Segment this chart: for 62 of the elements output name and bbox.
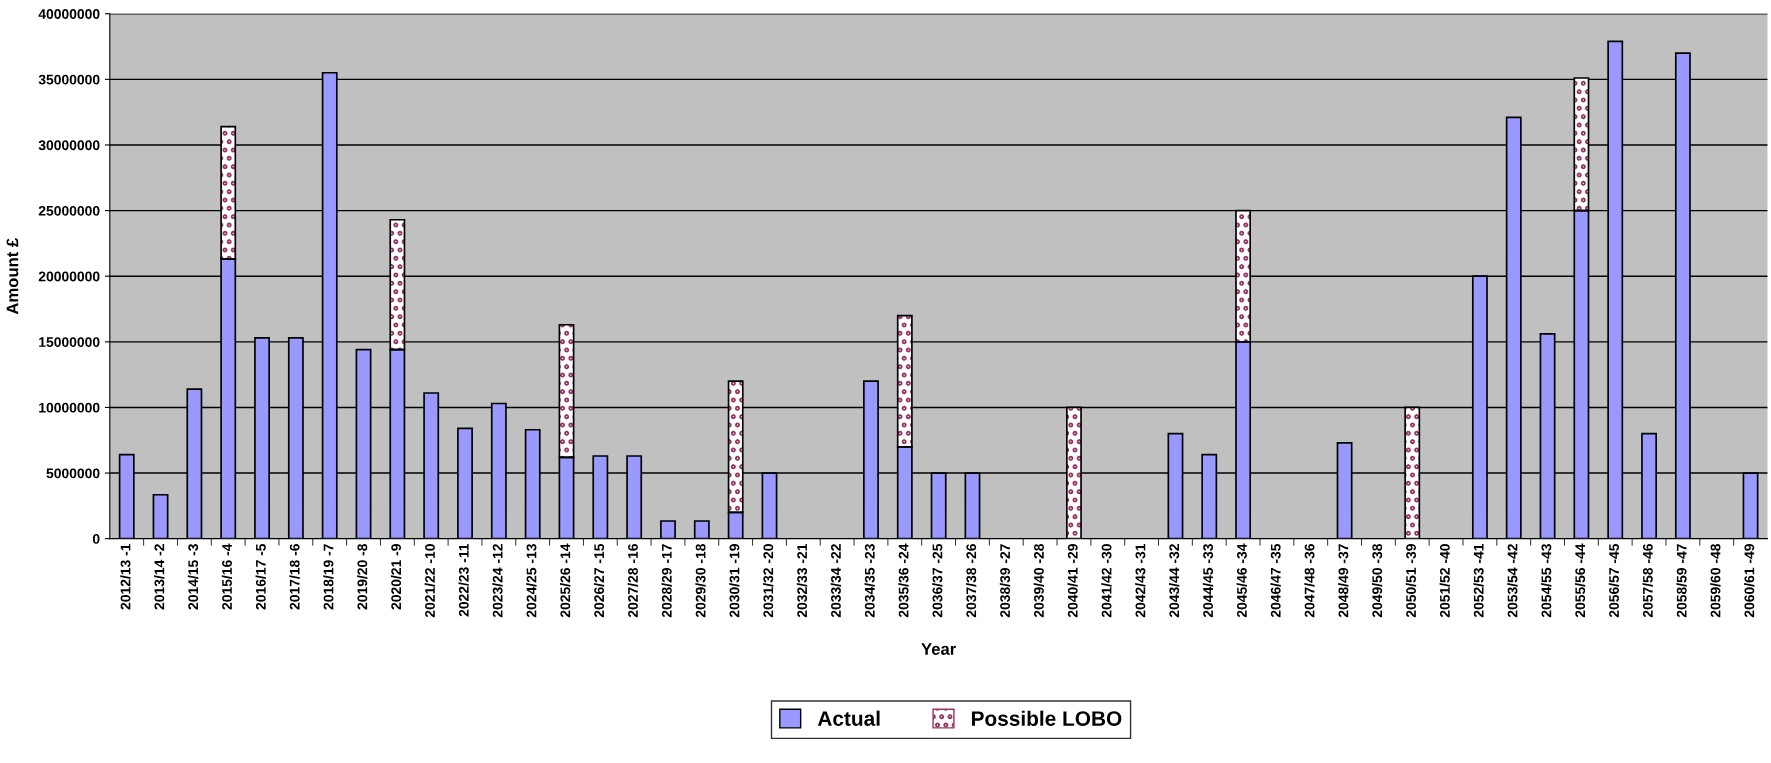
x-tick-label: 2055/56 -44 <box>1574 543 1586 618</box>
y-tick-label: 0 <box>92 534 100 544</box>
x-tick-label: 2040/41 -29 <box>1067 544 1078 618</box>
x-axis-title: Year <box>921 643 956 655</box>
x-tick-label: 2015/16 -4 <box>221 543 233 610</box>
x-tick-label: 2018/19 -7 <box>323 544 334 610</box>
x-tick-label: 2047/48 -36 <box>1304 544 1315 618</box>
x-tick-label: 2021/22 -10 <box>424 544 436 618</box>
x-tick-label: 2048/49 -37 <box>1338 544 1349 618</box>
y-tick-label: 5000000 <box>46 468 100 479</box>
x-tick-label: 2034/35 -23 <box>864 544 875 618</box>
x-tick-label: 2042/43 -31 <box>1135 543 1146 618</box>
x-tick-label: 2020/21 -9 <box>390 544 402 610</box>
x-tick-label: 2058/59 -47 <box>1676 544 1687 618</box>
x-tick-label: 2031/32 -20 <box>763 544 774 618</box>
x-tick-label: 2044/45 -33 <box>1202 544 1214 618</box>
x-tick-label: 2059/60 -48 <box>1710 543 1721 618</box>
x-tick-label: 2046/47 -35 <box>1270 543 1281 618</box>
x-tick-label: 2049/50 -38 <box>1371 543 1383 618</box>
x-tick-label: 2060/61 -49 <box>1744 544 1755 618</box>
x-tick-label: 2043/44 -32 <box>1168 544 1180 618</box>
x-tick-label: 2050/51 -39 <box>1405 544 1417 618</box>
x-tick-label: 2029/30 -18 <box>695 543 706 618</box>
x-tick-label: 2028/29 -17 <box>661 544 672 618</box>
y-tick-label: 10000000 <box>39 402 100 413</box>
x-tick-label: 2051/52 -40 <box>1439 544 1450 618</box>
x-tick-label: 2057/58 -46 <box>1642 544 1653 618</box>
x-tick-label: 2016/17 -5 <box>255 543 266 610</box>
legend-label: Possible LOBO <box>971 710 1122 726</box>
x-tick-label: 2041/42 -30 <box>1101 544 1112 618</box>
x-tick-label: 2026/27 -15 <box>593 543 605 618</box>
x-tick-label: 2024/25 -13 <box>526 544 537 618</box>
x-tick-label: 2036/37 -25 <box>932 543 943 618</box>
x-tick-label: 2035/36 -24 <box>898 543 909 618</box>
x-tick-label: 2032/33 -21 <box>796 543 808 618</box>
y-tick-label: 25000000 <box>38 205 100 216</box>
x-tick-label: 2045/46 -34 <box>1236 543 1247 618</box>
x-tick-label: 2033/34 -22 <box>830 544 842 618</box>
x-tick-label: 2027/28 -16 <box>627 544 639 618</box>
y-tick-label: 30000000 <box>38 140 100 151</box>
x-tick-label: 2038/39 -27 <box>999 544 1011 618</box>
x-tick-label: 2039/40 -28 <box>1033 543 1044 618</box>
x-tick-label: 2037/38 -26 <box>965 544 977 618</box>
y-axis-title: Amount £ <box>6 237 19 315</box>
x-tick-label: 2053/54 -42 <box>1507 544 1518 618</box>
x-tick-label: 2014/15 -3 <box>187 544 199 610</box>
x-tick-label: 2056/57 -45 <box>1608 543 1620 618</box>
x-tick-label: 2052/53 -41 <box>1473 543 1484 618</box>
x-tick-label: 2022/23 -11 <box>458 543 469 617</box>
x-tick-label: 2012/13 -1 <box>120 543 131 610</box>
y-tick-label: 40000000 <box>38 9 100 19</box>
y-tick-label: 15000000 <box>39 337 100 347</box>
x-tick-label: 2023/24 -12 <box>492 544 503 618</box>
x-tick-label: 2017/18 -6 <box>289 544 300 610</box>
x-tick-label: 2030/31 -19 <box>729 544 740 618</box>
x-tick-label: 2054/55 -43 <box>1541 544 1552 618</box>
x-tick-label: 2025/26 -14 <box>560 543 571 618</box>
y-tick-label: 20000000 <box>38 271 100 282</box>
x-tick-label: 2013/14 -2 <box>154 544 165 610</box>
x-tick-label: 2019/20 -8 <box>357 543 368 610</box>
legend-label: Actual <box>817 710 880 726</box>
y-tick-label: 35000000 <box>38 74 100 85</box>
